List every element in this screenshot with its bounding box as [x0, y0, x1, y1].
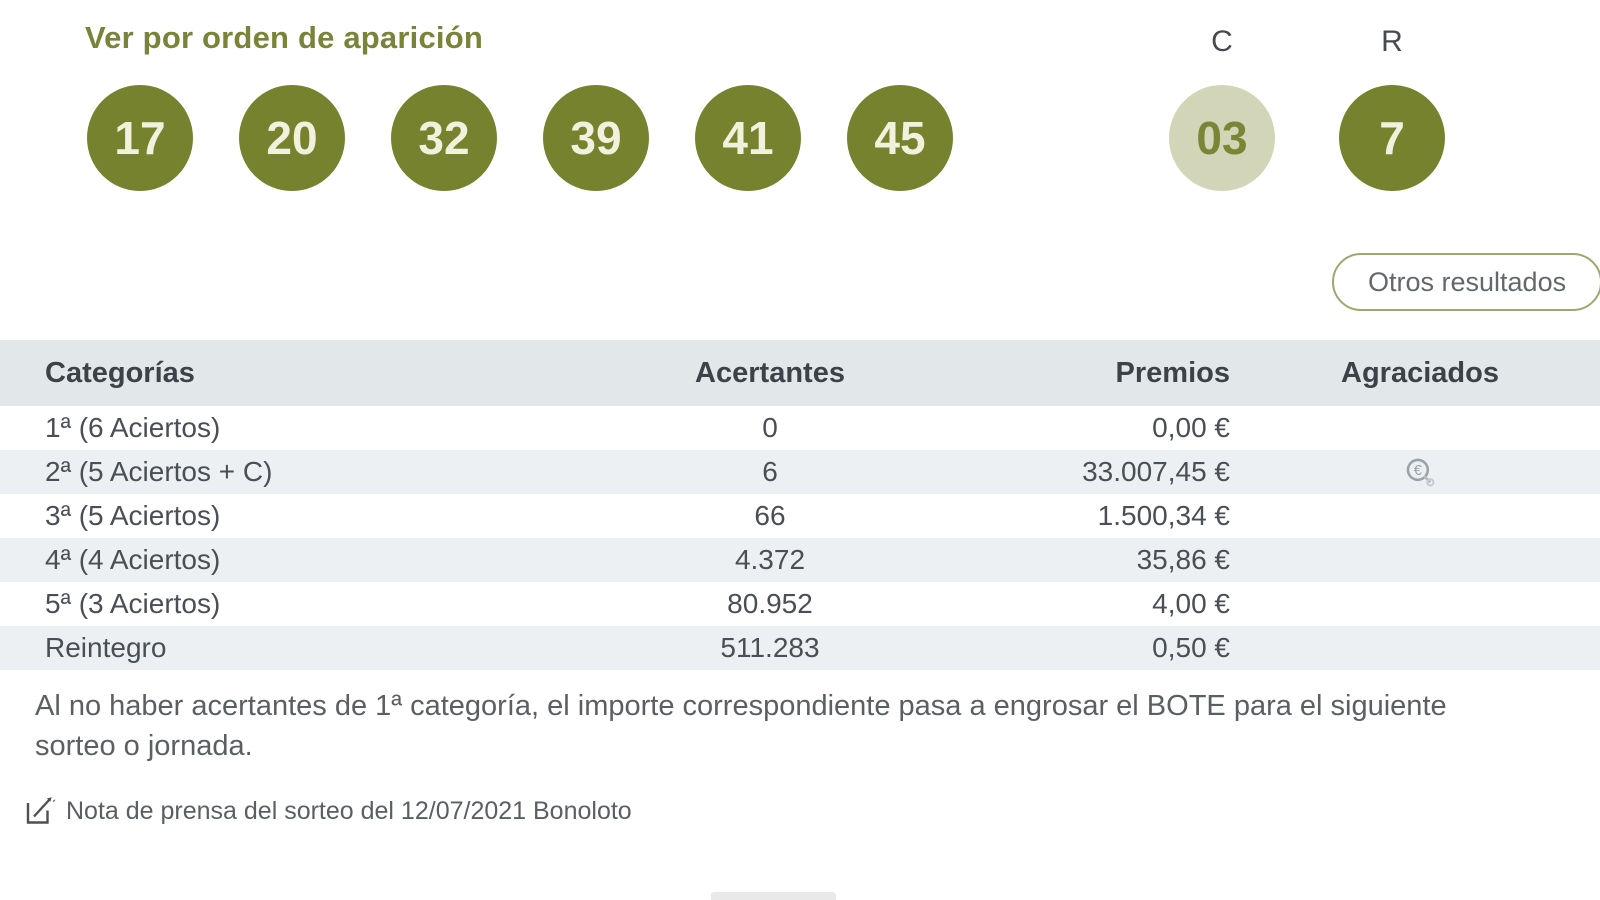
lottery-ball: 45 — [847, 85, 953, 191]
winners-locations-cell — [1240, 582, 1600, 626]
winners-locations-cell — [1240, 538, 1600, 582]
bottom-edge-bar — [711, 892, 836, 900]
column-header-agraciados: Agraciados — [1341, 356, 1499, 389]
category-cell: 2ª (5 Aciertos + C) — [45, 456, 273, 487]
prize-cell: 1.500,34 € — [1097, 500, 1230, 531]
press-note-label: Nota de prensa del sorteo del 12/07/2021… — [66, 797, 632, 825]
winners-cell: 4.372 — [734, 544, 806, 575]
euro-search-icon[interactable]: € — [1403, 455, 1437, 489]
column-header-premios: Premios — [1115, 356, 1230, 389]
winners-locations-cell — [1240, 494, 1600, 538]
bote-note-text: Al no haber acertantes de 1ª categoría, … — [35, 690, 1447, 762]
table-row: 2ª (5 Aciertos + C) 6 33.007,45 € € — [0, 450, 1600, 494]
category-cell: 5ª (3 Aciertos) — [45, 588, 221, 619]
lottery-ball: 32 — [391, 85, 497, 191]
category-cell: 4ª (4 Aciertos) — [45, 544, 221, 575]
table-row: Reintegro 511.283 0,50 € — [0, 626, 1600, 670]
winners-locations-cell — [1240, 406, 1600, 450]
prize-cell: 0,50 € — [1152, 632, 1230, 663]
view-by-order-link[interactable]: Ver por orden de aparición — [85, 20, 483, 55]
prize-cell: 33.007,45 € — [1082, 456, 1230, 487]
winners-cell: 80.952 — [727, 588, 813, 619]
lottery-ball: 17 — [87, 85, 193, 191]
reintegro-ball: 7 — [1339, 85, 1445, 191]
winners-cell: 0 — [762, 412, 778, 443]
table-row: 5ª (3 Aciertos) 80.952 4,00 € — [0, 582, 1600, 626]
winners-locations-cell: € — [1240, 450, 1600, 494]
winners-locations-cell — [1240, 626, 1600, 670]
table-row: 3ª (5 Aciertos) 66 1.500,34 € — [0, 494, 1600, 538]
press-note-link[interactable]: Nota de prensa del sorteo del 12/07/2021… — [22, 790, 632, 828]
lottery-ball: 41 — [695, 85, 801, 191]
category-cell: 3ª (5 Aciertos) — [45, 500, 221, 531]
prize-cell: 35,86 € — [1136, 544, 1230, 575]
winners-cell: 511.283 — [720, 632, 820, 663]
column-header-categorias: Categorías — [45, 356, 195, 389]
reintegro-label: R — [1381, 25, 1403, 58]
prize-table: Categorías Acertantes Premios Agraciados… — [0, 340, 1600, 670]
winners-cell: 6 — [762, 456, 778, 487]
table-row: 1ª (6 Aciertos) 0 0,00 € — [0, 406, 1600, 450]
column-header-acertantes: Acertantes — [695, 356, 845, 389]
prize-cell: 4,00 € — [1152, 588, 1230, 619]
complementario-label: C — [1211, 25, 1233, 58]
table-row: 4ª (4 Aciertos) 4.372 35,86 € — [0, 538, 1600, 582]
press-note-icon — [26, 797, 56, 824]
category-cell: 1ª (6 Aciertos) — [45, 412, 221, 443]
prize-cell: 0,00 € — [1152, 412, 1230, 443]
category-cell: Reintegro — [45, 632, 167, 663]
table-header-row: Categorías Acertantes Premios Agraciados — [0, 340, 1600, 406]
other-results-button[interactable]: Otros resultados — [1332, 253, 1600, 311]
lottery-ball: 20 — [239, 85, 345, 191]
complementario-ball: 03 — [1169, 85, 1275, 191]
lottery-ball: 39 — [543, 85, 649, 191]
winners-cell: 66 — [754, 500, 786, 531]
svg-text:€: € — [1414, 463, 1423, 479]
